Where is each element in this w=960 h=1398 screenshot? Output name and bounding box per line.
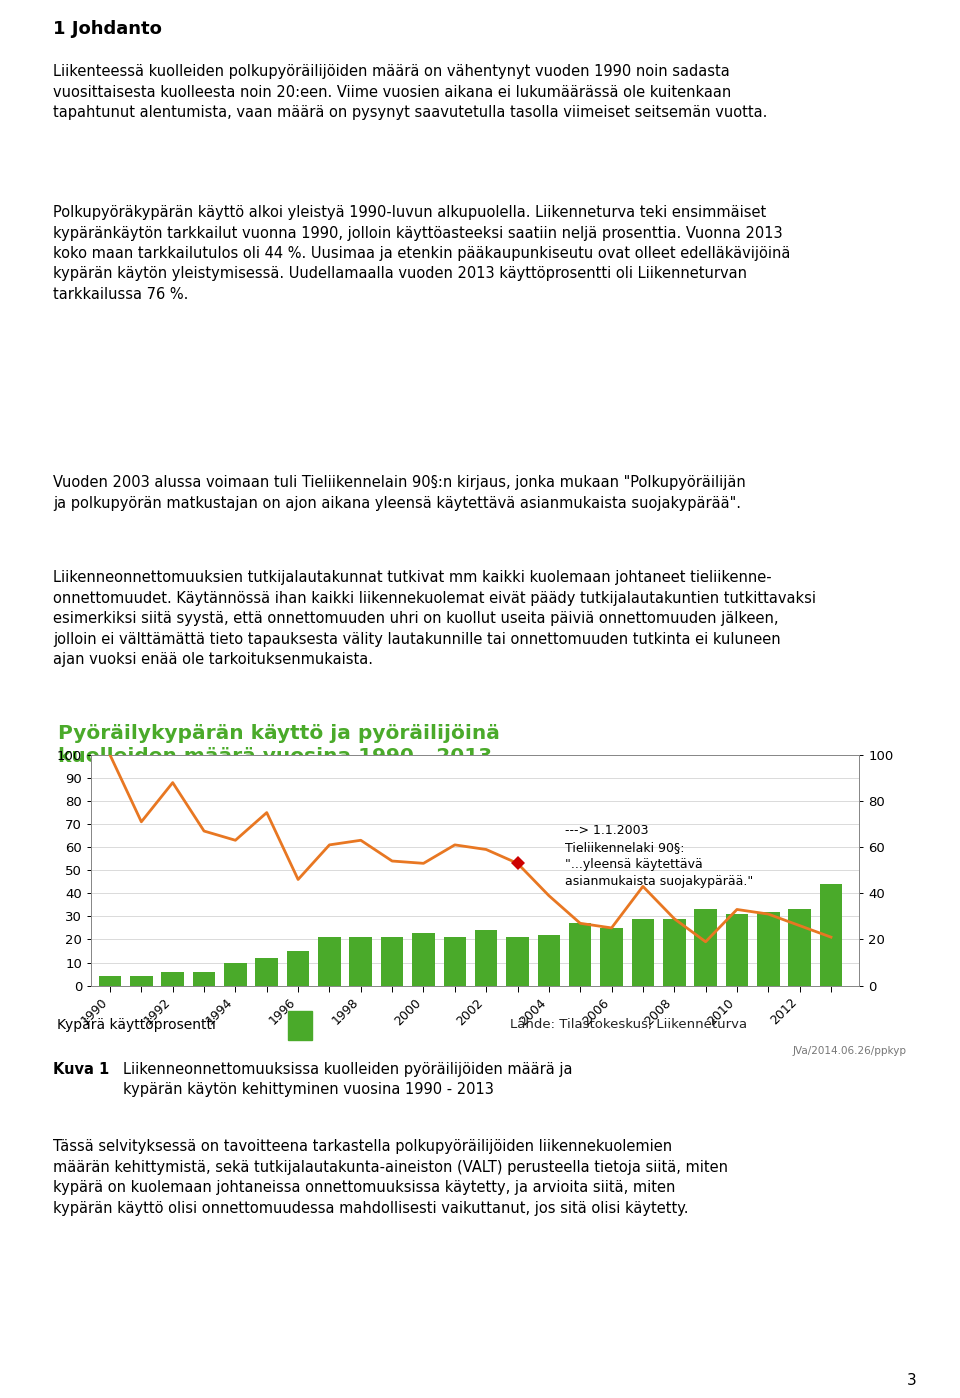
Bar: [412, 932, 435, 986]
Text: 3: 3: [907, 1373, 917, 1388]
Bar: [381, 937, 403, 986]
Bar: [820, 884, 842, 986]
Bar: [757, 911, 780, 986]
Bar: [288, 1011, 312, 1040]
Text: Tässä selvityksessä on tavoitteena tarkastella polkupyöräilijöiden liikennekuole: Tässä selvityksessä on tavoitteena tarka…: [53, 1139, 728, 1216]
Bar: [130, 976, 153, 986]
Bar: [788, 910, 811, 986]
Text: Liikenteessä kuolleiden polkupyöräilijöiden määrä on vähentynyt vuoden 1990 noin: Liikenteessä kuolleiden polkupyöräilijöi…: [53, 64, 767, 120]
Bar: [632, 918, 654, 986]
Bar: [475, 930, 497, 986]
Bar: [444, 937, 467, 986]
Bar: [193, 972, 215, 986]
Bar: [538, 935, 560, 986]
Text: ---> 1.1.2003
Tieliikennelaki 90§:
"...yleensä käytettävä
asianmukaista suojakyp: ---> 1.1.2003 Tieliikennelaki 90§: "...y…: [564, 825, 753, 888]
Text: Kuva 1: Kuva 1: [53, 1062, 109, 1078]
Bar: [600, 928, 623, 986]
Bar: [569, 923, 591, 986]
Bar: [224, 962, 247, 986]
Text: Pyöräilykypärän käyttö ja pyöräilijöinä
kuolleiden määrä vuosina 1990 - 2013: Pyöräilykypärän käyttö ja pyöräilijöinä …: [58, 724, 499, 766]
Text: Polkupyöräkypärän käyttö alkoi yleistyä 1990-luvun alkupuolella. Liikenneturva t: Polkupyöräkypärän käyttö alkoi yleistyä …: [53, 206, 790, 302]
Bar: [161, 972, 184, 986]
Text: Lähde: Tilastokeskus, Liikenneturva: Lähde: Tilastokeskus, Liikenneturva: [510, 1018, 747, 1032]
Bar: [255, 958, 278, 986]
Text: 1 Johdanto: 1 Johdanto: [53, 20, 161, 38]
Text: JVa/2014.06.26/ppkyp: JVa/2014.06.26/ppkyp: [792, 1046, 906, 1055]
Bar: [99, 976, 121, 986]
Text: Liikenneonnettomuuksissa kuolleiden pyöräilijöiden määrä ja
kypärän käytön kehit: Liikenneonnettomuuksissa kuolleiden pyör…: [123, 1062, 572, 1097]
Bar: [349, 937, 372, 986]
Text: Liikenneonnettomuuksien tutkijalautakunnat tutkivat mm kaikki kuolemaan johtanee: Liikenneonnettomuuksien tutkijalautakunn…: [53, 570, 816, 667]
Bar: [694, 910, 717, 986]
Bar: [318, 937, 341, 986]
Bar: [663, 918, 685, 986]
Text: Vuoden 2003 alussa voimaan tuli Tieliikennelain 90§:n kirjaus, jonka mukaan "Pol: Vuoden 2003 alussa voimaan tuli Tieliike…: [53, 475, 746, 510]
Text: Kypärä käyttöprosentti: Kypärä käyttöprosentti: [57, 1018, 216, 1032]
Bar: [726, 914, 748, 986]
Bar: [287, 951, 309, 986]
Bar: [506, 937, 529, 986]
